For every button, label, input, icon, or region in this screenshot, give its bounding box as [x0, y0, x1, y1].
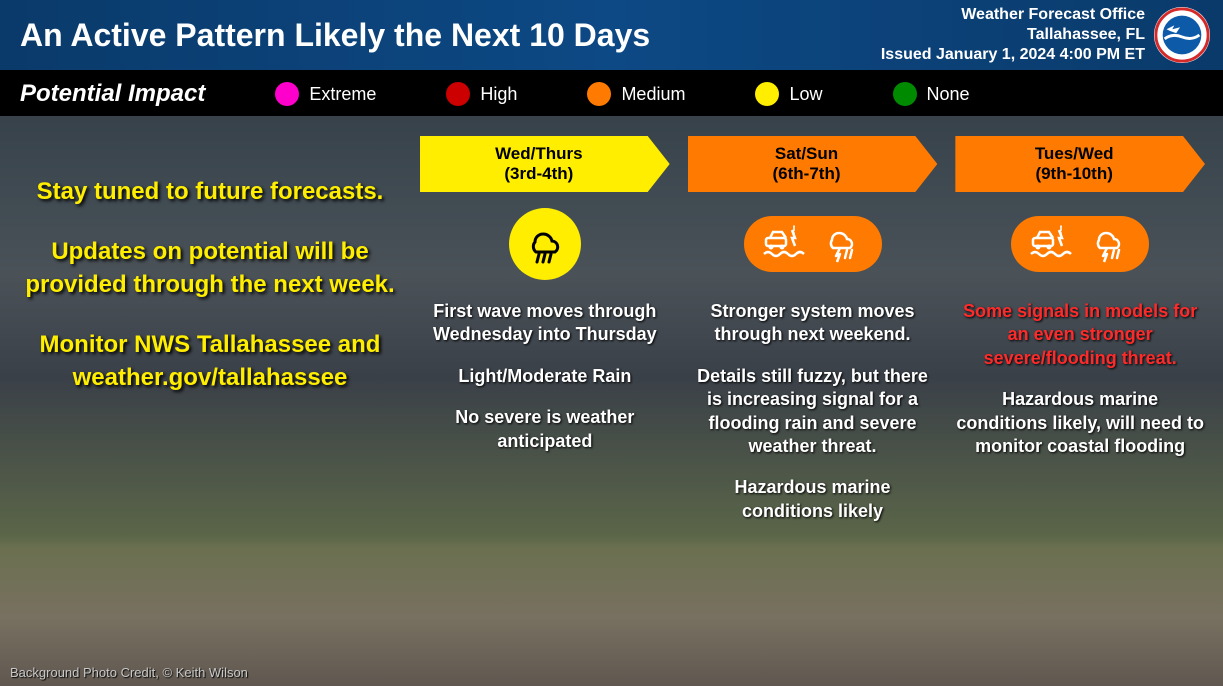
banner-line1: Wed/Thurs [495, 144, 583, 164]
banner-line1: Tues/Wed [1035, 144, 1114, 164]
period-body: Some signals in models for an even stron… [955, 300, 1205, 458]
period-banner: Tues/Wed(9th-10th) [955, 136, 1205, 192]
period-text: Hazardous marine conditions likely [688, 476, 938, 523]
legend-dot-icon [446, 82, 470, 106]
advisory-text: Stay tuned to future forecasts. Updates … [20, 176, 400, 394]
header-bar: An Active Pattern Likely the Next 10 Day… [0, 0, 1223, 72]
legend-label: Medium [621, 84, 685, 105]
legend-item-extreme: Extreme [275, 82, 376, 106]
flood-car-icon: ! [1029, 224, 1073, 264]
period-body: First wave moves through Wednesday into … [420, 300, 670, 453]
banner-line2: (9th-10th) [1035, 164, 1114, 184]
header-right: Weather Forecast Office Tallahassee, FL … [881, 5, 1211, 65]
office-line2: Tallahassee, FL [881, 25, 1145, 45]
weather-icon-pill: ! [1011, 216, 1149, 272]
icon-row: ! [688, 206, 938, 282]
legend-dot-icon [587, 82, 611, 106]
legend-label: None [927, 84, 970, 105]
legend-item-low: Low [755, 82, 822, 106]
period-text: Details still fuzzy, but there is increa… [688, 365, 938, 459]
period-banner: Sat/Sun(6th-7th) [688, 136, 938, 192]
period-banner: Wed/Thurs(3rd-4th) [420, 136, 670, 192]
office-line1: Weather Forecast Office [881, 5, 1145, 25]
rain-cloud-icon [521, 220, 569, 268]
legend-item-high: High [446, 82, 517, 106]
storm-cloud-icon [1087, 224, 1131, 264]
issued-line: Issued January 1, 2024 4:00 PM ET [881, 45, 1145, 65]
flood-car-icon: ! [762, 224, 806, 264]
legend-label: Low [789, 84, 822, 105]
left-column: Stay tuned to future forecasts. Updates … [0, 116, 420, 686]
legend-label: High [480, 84, 517, 105]
content-area: Stay tuned to future forecasts. Updates … [0, 116, 1223, 686]
period-body: Stronger system moves through next weeke… [688, 300, 938, 523]
icon-row [420, 206, 670, 282]
period-text: Light/Moderate Rain [420, 365, 670, 388]
advisory-p2: Updates on potential will be provided th… [20, 236, 400, 301]
photo-credit: Background Photo Credit, © Keith Wilson [10, 665, 248, 680]
legend-item-medium: Medium [587, 82, 685, 106]
nws-logo-icon [1153, 6, 1211, 64]
advisory-p3: Monitor NWS Tallahassee and weather.gov/… [20, 329, 400, 394]
legend-container: Extreme High Medium Low None [275, 82, 1203, 106]
period-text: Some signals in models for an even stron… [955, 300, 1205, 370]
periods-container: Wed/Thurs(3rd-4th) First wave moves thro… [420, 116, 1223, 686]
legend-item-none: None [893, 82, 970, 106]
impact-legend-bar: Potential Impact Extreme High Medium Low Non… [0, 72, 1223, 116]
header-info: Weather Forecast Office Tallahassee, FL … [881, 5, 1145, 65]
forecast-period-1: Sat/Sun(6th-7th) ! Stronger system moves… [688, 136, 938, 676]
legend-dot-icon [893, 82, 917, 106]
svg-text:!: ! [1059, 224, 1063, 237]
banner-line1: Sat/Sun [773, 144, 841, 164]
forecast-period-0: Wed/Thurs(3rd-4th) First wave moves thro… [420, 136, 670, 676]
legend-label: Extreme [309, 84, 376, 105]
icon-row: ! [955, 206, 1205, 282]
advisory-p1: Stay tuned to future forecasts. [20, 176, 400, 208]
period-text: Hazardous marine conditions likely, will… [955, 388, 1205, 458]
weather-icon-pill: ! [744, 216, 882, 272]
weather-icon-circle [509, 208, 581, 280]
period-text: No severe is weather anticipated [420, 406, 670, 453]
legend-dot-icon [275, 82, 299, 106]
banner-line2: (6th-7th) [773, 164, 841, 184]
banner-line2: (3rd-4th) [495, 164, 583, 184]
legend-dot-icon [755, 82, 779, 106]
period-text: First wave moves through Wednesday into … [420, 300, 670, 347]
impact-label: Potential Impact [20, 80, 205, 108]
svg-text:!: ! [792, 224, 796, 237]
period-text: Stronger system moves through next weeke… [688, 300, 938, 347]
page-title: An Active Pattern Likely the Next 10 Day… [20, 17, 650, 54]
forecast-period-2: Tues/Wed(9th-10th) ! Some signals in mod… [955, 136, 1205, 676]
storm-cloud-icon [820, 224, 864, 264]
